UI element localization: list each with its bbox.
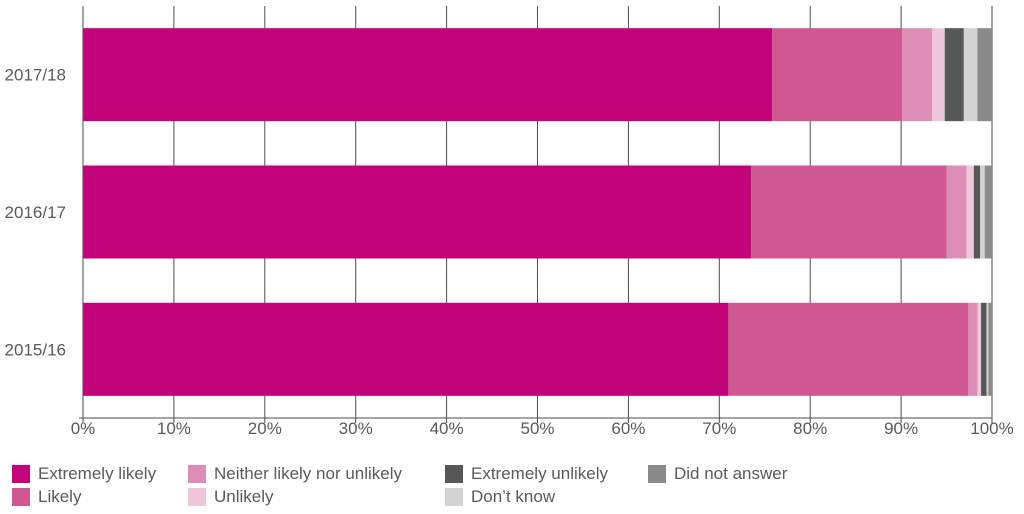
x-tick-label: 0% xyxy=(71,419,96,438)
legend-label: Neither likely nor unlikely xyxy=(214,464,403,483)
legend-label: Likely xyxy=(38,487,82,506)
legend-label: Extremely unlikely xyxy=(471,464,608,483)
x-tick-label: 20% xyxy=(248,419,282,438)
legend-label: Did not answer xyxy=(674,464,788,483)
bar-segment xyxy=(981,302,987,396)
bar-segment xyxy=(944,28,964,122)
x-tick-label: 50% xyxy=(520,419,554,438)
bars xyxy=(83,28,992,396)
bar-segment xyxy=(984,165,992,259)
bar-segment xyxy=(973,165,981,259)
bar-segment xyxy=(988,302,992,396)
bar-segment xyxy=(902,28,933,122)
x-tick-label: 40% xyxy=(430,419,464,438)
legend-label: Extremely likely xyxy=(38,464,157,483)
legend-swatch xyxy=(12,488,30,506)
bar-segment xyxy=(968,302,978,396)
legend-item-extremely-likely: Extremely likely xyxy=(12,462,156,486)
bar-segment xyxy=(966,165,974,259)
legend-item-unlikely: Unlikely xyxy=(188,485,274,509)
legend-item-dont-know: Don’t know xyxy=(445,485,555,509)
legend-item-neither: Neither likely nor unlikely xyxy=(188,462,402,486)
bar-segment xyxy=(980,165,985,259)
y-tick-label: 2015/16 xyxy=(5,340,66,359)
bar-segment xyxy=(83,28,773,122)
legend-item-did-not-answer: Did not answer xyxy=(648,462,787,486)
bar-segment xyxy=(986,302,989,396)
legend-swatch xyxy=(12,465,30,483)
bar-segment xyxy=(728,302,969,396)
legend-label: Unlikely xyxy=(214,487,274,506)
x-tick-label: 70% xyxy=(702,419,736,438)
bar-segment xyxy=(932,28,945,122)
legend: Extremely likely Likely Neither likely n… xyxy=(12,462,1012,512)
legend-item-extremely-unlikely: Extremely unlikely xyxy=(445,462,608,486)
tick-labels: 0% 10% 20% 30% 40% 50% 60% 70% 80% 90% 100% 2017/18… xyxy=(5,66,1014,438)
y-tick-label: 2017/18 xyxy=(5,66,66,85)
bar-segment xyxy=(83,165,752,259)
bar-segment xyxy=(751,165,947,259)
legend-swatch xyxy=(648,465,666,483)
y-tick-label: 2016/17 xyxy=(5,203,66,222)
bar-segment xyxy=(83,302,729,396)
bar-segment xyxy=(772,28,903,122)
legend-swatch xyxy=(445,488,463,506)
bar-segment xyxy=(963,28,978,122)
x-tick-label: 90% xyxy=(884,419,918,438)
legend-swatch xyxy=(188,488,206,506)
x-tick-label: 100% xyxy=(970,419,1013,438)
x-tick-label: 60% xyxy=(611,419,645,438)
legend-swatch xyxy=(445,465,463,483)
bar-segment xyxy=(977,302,982,396)
bar-segment xyxy=(977,28,992,122)
legend-label: Don’t know xyxy=(471,487,556,506)
x-tick-label: 80% xyxy=(793,419,827,438)
axes xyxy=(79,6,992,419)
x-tick-label: 10% xyxy=(157,419,191,438)
legend-swatch xyxy=(188,465,206,483)
x-tick-label: 30% xyxy=(339,419,373,438)
legend-item-likely: Likely xyxy=(12,485,81,509)
bar-segment xyxy=(946,165,967,259)
stacked-bar-chart: 0% 10% 20% 30% 40% 50% 60% 70% 80% 90% 100% 2017/18… xyxy=(5,6,1014,438)
